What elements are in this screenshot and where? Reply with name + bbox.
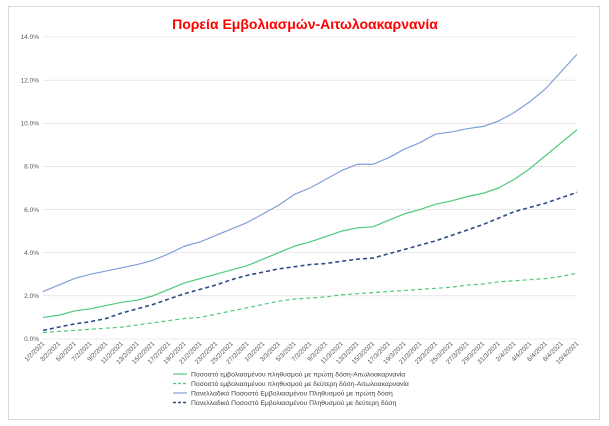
- chart-frame: Πορεία Εμβολιασμών-Αιτωλοακαρνανία 0.0% 2…: [8, 6, 600, 420]
- gridlines: [43, 36, 577, 340]
- y-tick-label: 4.0%: [24, 250, 39, 257]
- y-axis-ticks: 0.0% 2.0% 4.0% 6.0% 8.0% 10.0% 12.0% 14.0%: [21, 34, 40, 343]
- y-tick-label: 12.0%: [21, 77, 40, 84]
- y-tick-label: 2.0%: [24, 293, 39, 300]
- legend-entry: Πανελλαδικό Ποσοστό Εμβολιασμένου Πληθυσ…: [191, 389, 393, 397]
- y-tick-label: 8.0%: [24, 164, 39, 171]
- chart-title: Πορεία Εμβολιασμών-Αιτωλοακαρνανία: [172, 16, 438, 32]
- x-axis-ticks: 1/2/20213/2/20215/2/20217/2/20219/2/2021…: [24, 340, 581, 366]
- y-tick-label: 14.0%: [21, 34, 40, 41]
- series-line-4: [42, 191, 578, 332]
- series-line-2: [42, 272, 578, 334]
- y-tick-label: 0.0%: [24, 336, 39, 343]
- legend-entry: Ποσοστό εμβολιασμένου πληθυσμού με δεύτε…: [191, 380, 409, 388]
- y-tick-label: 6.0%: [24, 207, 39, 214]
- legend-entry: Ποσοστό εμβολιασμένου πληθυσμού με πρώτη…: [191, 370, 405, 378]
- series-lines: [42, 53, 578, 334]
- y-tick-label: 10.0%: [21, 120, 40, 127]
- legend: Ποσοστό εμβολιασμένου πληθυσμού με πρώτη…: [173, 370, 409, 407]
- series-line-3: [42, 53, 578, 293]
- series-line-1: [42, 129, 578, 319]
- legend-entry: Πανελλαδικό Ποσοστό Εμβολιασμένου Πληθυσ…: [191, 399, 397, 407]
- line-chart: Πορεία Εμβολιασμών-Αιτωλοακαρνανία 0.0% 2…: [21, 16, 581, 407]
